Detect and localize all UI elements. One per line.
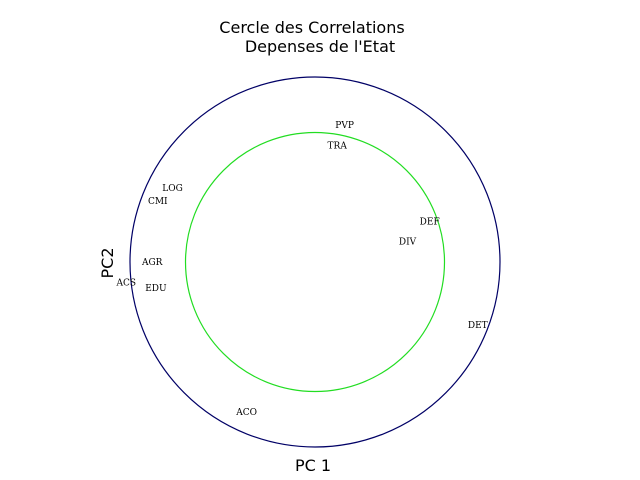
point-label-div: DIV <box>399 238 417 248</box>
y-axis-label: PC2 <box>98 248 117 279</box>
point-label-agr: AGR <box>141 258 163 268</box>
chart-title-line-2: Depenses de l'Etat <box>245 37 395 56</box>
point-label-aco: ACO <box>235 408 257 418</box>
x-axis-label: PC 1 <box>295 456 331 475</box>
point-label-det: DET <box>468 321 488 331</box>
point-label-pvp: PVP <box>335 121 354 131</box>
point-label-def: DEF <box>420 217 440 227</box>
inner-circle <box>184 131 446 393</box>
point-label-edu: EDU <box>145 284 167 294</box>
unit-circle <box>129 76 501 448</box>
point-label-cmi: CMI <box>148 197 168 207</box>
chart-title-line-1: Cercle des Correlations <box>219 18 404 37</box>
point-label-tra: TRA <box>328 141 348 151</box>
point-label-log: LOG <box>162 184 183 194</box>
point-label-acs: ACS <box>116 278 137 288</box>
point-labels: PVP TRA LOG CMI DEF DIV AGR ACS EDU DET ACO <box>116 121 488 418</box>
